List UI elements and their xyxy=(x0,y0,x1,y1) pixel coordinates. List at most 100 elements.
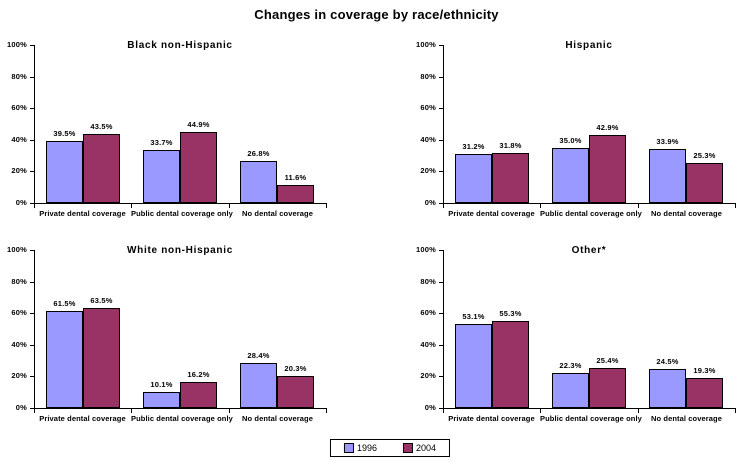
bar-1996 xyxy=(455,324,492,408)
y-axis-tick-label: 40% xyxy=(11,135,27,144)
plot-area xyxy=(34,250,327,409)
y-axis-tick-label: 20% xyxy=(420,371,436,380)
bar-value-label: 43.5% xyxy=(90,122,113,131)
bar-value-label: 25.3% xyxy=(693,151,716,160)
y-axis-tick-label: 60% xyxy=(420,103,436,112)
y-axis-tick-mark xyxy=(30,203,34,204)
y-axis-tick-label: 40% xyxy=(11,340,27,349)
bar-value-label: 55.3% xyxy=(499,309,522,318)
bar-value-label: 19.3% xyxy=(693,366,716,375)
y-axis-tick-mark xyxy=(439,108,443,109)
x-category-label: No dental coverage xyxy=(651,414,722,423)
y-axis-tick-mark xyxy=(30,77,34,78)
y-axis-tick-label: 100% xyxy=(416,245,436,254)
bar-2004 xyxy=(180,382,217,408)
y-axis-tick-mark xyxy=(439,45,443,46)
x-axis-tick-mark xyxy=(735,204,736,208)
bar-1996 xyxy=(46,311,83,408)
bar-1996 xyxy=(455,154,492,203)
bar-2004 xyxy=(180,132,217,203)
bar-2004 xyxy=(83,134,120,203)
bar-2004 xyxy=(686,163,723,203)
bar-2004 xyxy=(589,368,626,408)
bar-2004 xyxy=(83,308,120,408)
bar-2004 xyxy=(277,376,314,408)
chart-panel: White non-Hispanic 0% 20% 40% 60% 80% 100% Priv… xyxy=(6,241,346,443)
y-axis-tick-label: 20% xyxy=(420,166,436,175)
legend-label-2004: 2004 xyxy=(416,443,437,453)
chart-panel: Other* 0% 20% 40% 60% 80% 100% Private dental c… xyxy=(415,241,753,443)
y-axis-tick-label: 0% xyxy=(15,403,27,412)
y-axis-tick-mark xyxy=(30,313,34,314)
x-axis-tick-mark xyxy=(229,204,230,208)
y-axis-tick-label: 0% xyxy=(15,198,27,207)
y-axis-tick-label: 60% xyxy=(11,103,27,112)
x-category-label: Private dental coverage xyxy=(448,209,535,218)
y-axis-tick-mark xyxy=(439,203,443,204)
x-category-label: No dental coverage xyxy=(242,209,313,218)
x-category-label: Public dental coverage only xyxy=(131,414,233,423)
plot-area xyxy=(34,45,327,204)
y-axis-tick-mark xyxy=(439,77,443,78)
x-axis-tick-mark xyxy=(735,409,736,413)
y-axis-tick-mark xyxy=(30,345,34,346)
x-axis-tick-mark xyxy=(34,204,35,208)
bar-1996 xyxy=(240,161,277,203)
y-axis-tick-mark xyxy=(30,171,34,172)
y-axis-tick-label: 100% xyxy=(416,40,436,49)
y-axis-tick-mark xyxy=(30,250,34,251)
bar-1996 xyxy=(143,392,180,408)
page-title: Changes in coverage by race/ethnicity xyxy=(254,7,499,22)
x-axis-tick-mark xyxy=(443,409,444,413)
x-category-label: Public dental coverage only xyxy=(131,209,233,218)
bar-value-label: 44.9% xyxy=(187,120,210,129)
bar-1996 xyxy=(552,148,589,203)
bar-value-label: 31.8% xyxy=(499,141,522,150)
bar-1996 xyxy=(649,149,686,203)
x-axis-tick-mark xyxy=(540,204,541,208)
x-category-label: Private dental coverage xyxy=(39,209,126,218)
x-category-label: No dental coverage xyxy=(651,209,722,218)
y-axis-tick-mark xyxy=(439,408,443,409)
y-axis-tick-label: 100% xyxy=(7,40,27,49)
x-axis-tick-mark xyxy=(131,204,132,208)
y-axis-tick-mark xyxy=(30,45,34,46)
y-axis-tick-label: 80% xyxy=(11,72,27,81)
bar-value-label: 53.1% xyxy=(462,312,485,321)
bar-value-label: 22.3% xyxy=(559,361,582,370)
y-axis-tick-mark xyxy=(439,282,443,283)
chart-title: Hispanic xyxy=(565,40,613,51)
x-axis-tick-mark xyxy=(443,204,444,208)
x-category-label: No dental coverage xyxy=(242,414,313,423)
bar-2004 xyxy=(492,153,529,203)
bar-value-label: 20.3% xyxy=(284,364,307,373)
x-axis-tick-mark xyxy=(326,409,327,413)
bar-value-label: 10.1% xyxy=(150,380,173,389)
y-axis-tick-label: 80% xyxy=(11,277,27,286)
y-axis-tick-label: 20% xyxy=(11,371,27,380)
y-axis-tick-label: 60% xyxy=(420,308,436,317)
x-axis-tick-mark xyxy=(638,409,639,413)
x-axis-tick-mark xyxy=(326,204,327,208)
bar-1996 xyxy=(46,141,83,203)
bar-value-label: 39.5% xyxy=(53,129,76,138)
y-axis-tick-mark xyxy=(30,376,34,377)
plot-area xyxy=(443,45,736,204)
bar-2004 xyxy=(686,378,723,408)
bar-1996 xyxy=(143,150,180,203)
x-category-label: Private dental coverage xyxy=(39,414,126,423)
x-axis-tick-mark xyxy=(638,204,639,208)
x-category-label: Private dental coverage xyxy=(448,414,535,423)
bar-value-label: 35.0% xyxy=(559,136,582,145)
bar-value-label: 11.6% xyxy=(284,173,307,182)
bar-value-label: 31.2% xyxy=(462,142,485,151)
chart-panel: Black non-Hispanic 0% 20% 40% 60% 80% 100% Priv… xyxy=(6,36,346,238)
x-axis-tick-mark xyxy=(34,409,35,413)
bar-value-label: 61.5% xyxy=(53,299,76,308)
bar-value-label: 25.4% xyxy=(596,356,619,365)
bar-value-label: 28.4% xyxy=(247,351,270,360)
legend-label-1996: 1996 xyxy=(356,443,377,453)
bar-value-label: 16.2% xyxy=(187,370,210,379)
x-axis-tick-mark xyxy=(229,409,230,413)
